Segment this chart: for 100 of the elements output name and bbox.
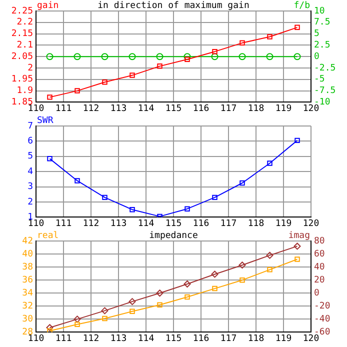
point [74, 322, 80, 328]
y2-tick-label: 5 [314, 29, 320, 40]
y-tick-label: 1.95 [11, 74, 33, 85]
y-tick-label: 4 [28, 166, 33, 177]
x-tick-label: 115 [165, 104, 182, 114]
point [212, 48, 218, 54]
point [184, 56, 190, 62]
point [157, 214, 162, 218]
x-tick-label: 112 [82, 334, 100, 344]
x-tick-label: 116 [192, 334, 210, 344]
y2-tick-label: -40 [314, 314, 330, 325]
x-tick-label: 113 [110, 334, 127, 344]
y-tick-label: 3 [28, 182, 33, 192]
point [267, 267, 272, 272]
x-tick-label: 110 [28, 104, 44, 114]
x-tick-label: 113 [110, 104, 127, 114]
y2-tick-label: -2.5 [314, 63, 336, 74]
y-tick-label: 2 [28, 63, 33, 74]
x-tick-label: 119 [275, 334, 292, 344]
x-tick-label: 115 [165, 334, 182, 344]
point [128, 298, 136, 306]
x-tick-label: 113 [110, 218, 127, 229]
x-tick-label: 118 [248, 104, 264, 114]
x-tick-label: 110 [28, 218, 44, 229]
y-tick-label: 7 [28, 121, 33, 132]
y-tick-label: 32 [22, 301, 33, 312]
y-tick-label: 1.9 [16, 86, 33, 96]
point [102, 194, 108, 200]
point [46, 324, 54, 332]
point [212, 286, 218, 292]
x-tick-label: 117 [220, 218, 237, 229]
y-tick-label: 34 [22, 288, 33, 298]
point [47, 328, 52, 332]
y-tick-label: 6 [28, 136, 33, 147]
y-tick-label: 30 [22, 314, 33, 325]
y2-tick-label: -5 [314, 74, 325, 85]
x-tick-label: 116 [192, 218, 210, 229]
chart-title: impedance [149, 230, 198, 241]
point [101, 307, 108, 314]
point [156, 290, 164, 297]
y-tick-label: 36 [22, 275, 33, 286]
y-tick-label: 2.2 [16, 18, 33, 28]
point [47, 94, 52, 100]
x-tick-label: 117 [220, 104, 237, 114]
y2-tick-label: 80 [314, 236, 325, 246]
point [267, 34, 272, 40]
point [294, 24, 300, 30]
y2-tick-label: 0 [314, 288, 320, 298]
x-tick-label: 120 [302, 104, 320, 114]
y-tick-label: 38 [22, 262, 33, 272]
x-tick-label: 116 [192, 104, 210, 114]
y-tick-label: 2.25 [11, 6, 33, 16]
x-tick-label: 114 [138, 334, 154, 344]
y2-tick-label: 2.5 [314, 40, 330, 51]
y-tick-label: 2.15 [11, 29, 33, 40]
y2-tick-label: 0 [314, 52, 320, 62]
x-tick-label: 119 [275, 218, 292, 229]
y2-tick-label: 7.5 [314, 18, 330, 28]
point [266, 252, 274, 259]
point [130, 206, 135, 212]
point [102, 316, 108, 322]
y2-tick-label: 40 [314, 262, 325, 272]
point [130, 72, 135, 78]
x-tick-label: 115 [165, 218, 182, 229]
point [47, 156, 52, 162]
x-tick-label: 114 [138, 218, 154, 229]
x-tick-label: 118 [248, 334, 264, 344]
point [294, 138, 300, 144]
y-axis-title: SWR [37, 116, 54, 126]
point [294, 242, 301, 250]
point [130, 308, 135, 314]
point [157, 302, 162, 308]
point [74, 178, 80, 184]
x-tick-label: 120 [302, 218, 320, 229]
y2-tick-label: 20 [314, 275, 325, 286]
y-tick-label: 2.05 [11, 52, 33, 62]
point [184, 294, 190, 300]
y2-tick-label: -20 [314, 301, 330, 312]
y-tick-label: 42 [22, 236, 33, 246]
x-tick-label: 111 [55, 334, 72, 344]
point [240, 180, 245, 186]
point [240, 277, 245, 283]
y2-axis-title: imag [288, 230, 310, 241]
point [238, 262, 246, 269]
y-axis-title: gain [37, 0, 59, 11]
y2-tick-label: 10 [314, 6, 325, 16]
y-tick-label: 5 [28, 152, 33, 162]
point [157, 64, 162, 69]
x-tick-label: 111 [55, 104, 72, 114]
y2-axis-title: f/b [294, 0, 310, 11]
point [74, 88, 80, 94]
chart-title: in direction of maximum gain [98, 0, 250, 11]
point [102, 80, 108, 85]
point [184, 206, 190, 212]
y-axis-title: real [37, 230, 59, 241]
x-tick-label: 114 [138, 104, 154, 114]
point [212, 194, 218, 200]
point [184, 280, 191, 288]
point [294, 256, 300, 262]
x-tick-label: 120 [302, 334, 320, 344]
